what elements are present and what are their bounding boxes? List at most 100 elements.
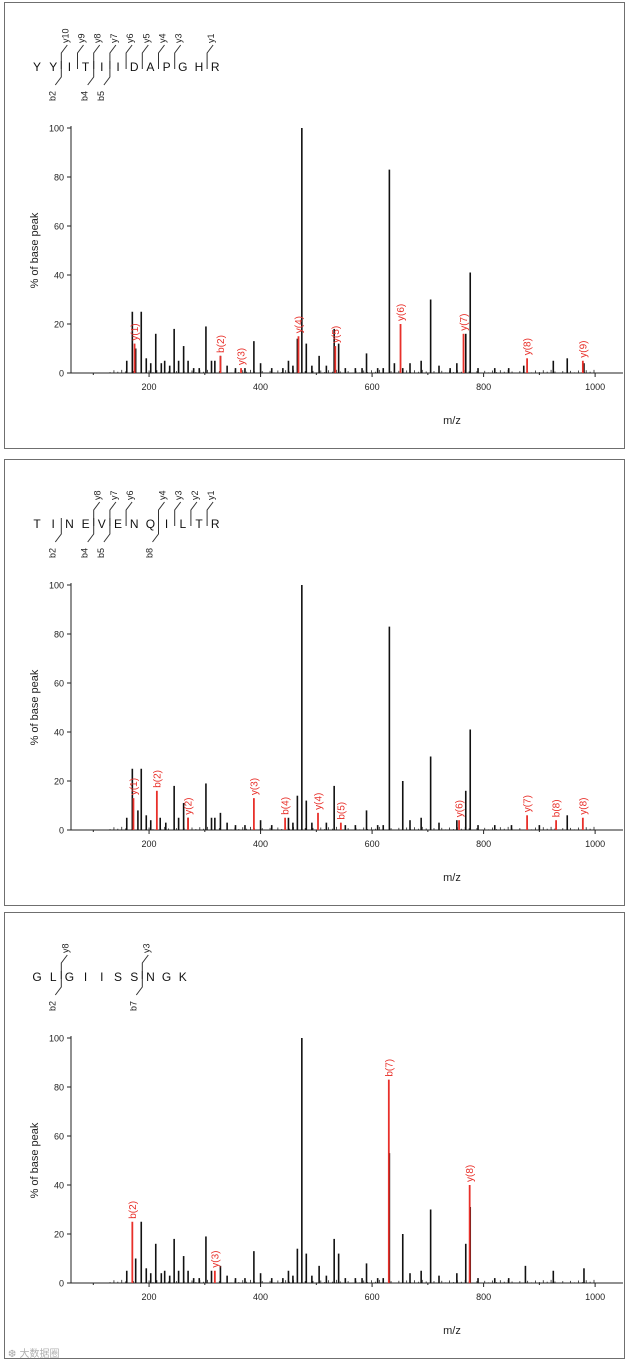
peak-label: y(1): [130, 323, 141, 340]
peak-label: b(8): [552, 799, 563, 817]
x-tick-label: 400: [253, 382, 268, 392]
peak-label: y(7): [523, 795, 534, 812]
sequence-residue: N: [130, 517, 139, 531]
sequence-residue: E: [82, 517, 90, 531]
annotated-peaks: y(1) b(2) y(3) y(4) y(5) y(6) y(7) y(8) y(9): [130, 304, 589, 373]
y-tick-label: 20: [54, 1230, 64, 1240]
y-axis-label: % of base peak: [29, 212, 41, 288]
peak-label: y(3): [249, 778, 260, 795]
sequence-residue: A: [146, 60, 154, 74]
y-tick-label: 20: [54, 777, 64, 787]
sequence-residue: R: [211, 517, 220, 531]
y-tick-label: 40: [54, 271, 64, 281]
y-ion-label: y8: [60, 943, 70, 953]
sequence-residue: S: [130, 970, 138, 984]
peak-label: y(6): [455, 800, 466, 817]
sequence-residue: Y: [33, 60, 41, 74]
x-tick-label: 600: [365, 382, 380, 392]
b-ion-tick: [54, 518, 62, 543]
y-axis-label: % of base peak: [29, 1122, 41, 1198]
y-ion-tick: [158, 44, 165, 69]
y-axis-label: % of base peak: [29, 669, 41, 745]
y-ion-tick: [190, 501, 198, 526]
black-peaks: [109, 1038, 595, 1283]
annotated-peaks: y(1) b(2) y(2) y(3) b(4) y(4) b(5) y(6) y(7) b(8)…: [129, 770, 589, 830]
b-ion-label: b2: [47, 1001, 57, 1011]
peak-label: y(3): [237, 348, 248, 365]
peak-label: y(3): [210, 1251, 221, 1268]
y-ion-label: y1: [206, 490, 216, 500]
b-ion-label: b5: [96, 548, 106, 558]
x-tick-label: 1000: [585, 1292, 605, 1302]
x-tick-label: 200: [142, 382, 157, 392]
peak-label: b(2): [128, 1201, 139, 1219]
y-ion-label: y4: [158, 490, 168, 500]
b-ion-tick: [103, 61, 111, 86]
y-tick-label: 60: [54, 679, 64, 689]
peak-label: y(7): [459, 314, 470, 331]
x-tick-label: 400: [253, 1292, 268, 1302]
sequence-residue: N: [65, 517, 74, 531]
peak-label: y(2): [184, 798, 195, 815]
sequence-residue: Y: [49, 60, 57, 74]
x-axis-label: m/z: [443, 415, 461, 427]
x-axis-label: m/z: [443, 872, 461, 884]
y-ion-label: y5: [141, 33, 151, 43]
y-tick-label: 60: [54, 1132, 64, 1142]
sequence-residue: G: [178, 60, 187, 74]
y-ion-label: y3: [174, 490, 184, 500]
y-ion-label: y8: [93, 33, 103, 43]
y-ion-tick: [158, 501, 165, 526]
x-tick-label: 1000: [585, 382, 605, 392]
sequence-residue: I: [100, 970, 103, 984]
y-ion-label: y7: [109, 490, 119, 500]
peak-label: y(4): [294, 316, 305, 333]
x-tick-label: 800: [476, 382, 491, 392]
peak-label: y(6): [396, 304, 407, 321]
fragment-ladder: y8 y3 b2 b7: [47, 943, 151, 1011]
sequence-residue: I: [116, 60, 119, 74]
sequence-residue: K: [179, 970, 187, 984]
peak-label: y(9): [578, 341, 589, 358]
y-tick-label: 100: [49, 1034, 64, 1044]
y-ion-label: y7: [109, 33, 119, 43]
b-ion-label: b2: [47, 548, 57, 558]
sequence-residue: P: [163, 60, 171, 74]
fragment-ladder: y10 y9 y8 y7 y6 y5 y4 y3 y1 b2 b4 b5: [47, 28, 216, 101]
peak-label: b(7): [384, 1059, 395, 1077]
y-ion-label: y8: [93, 490, 103, 500]
y-ion-tick: [174, 44, 182, 69]
y-ion-tick: [77, 44, 84, 69]
y-ion-label: y4: [158, 33, 168, 43]
y-tick-label: 80: [54, 1083, 64, 1093]
x-tick-label: 800: [476, 839, 491, 849]
peak-label: b(2): [216, 335, 227, 353]
y-ion-label: y1: [206, 33, 216, 43]
y-tick-label: 0: [59, 1279, 64, 1289]
sequence-residue: N: [146, 970, 155, 984]
sequence-residue: E: [114, 517, 122, 531]
sequence-residue: Q: [146, 517, 155, 531]
y-ion-tick: [141, 44, 149, 69]
y-tick-label: 100: [49, 124, 64, 134]
y-tick-label: 0: [59, 369, 64, 379]
b-ion-tick: [87, 61, 95, 86]
b-ion-label: b4: [80, 548, 90, 558]
sequence-residue: T: [195, 517, 203, 531]
watermark-text: ❆ 大数据圈: [8, 1349, 60, 1360]
y-ion-tick: [60, 44, 68, 69]
y-ion-tick: [206, 501, 214, 526]
peak-label: b(4): [281, 797, 292, 815]
sequence-residue: G: [32, 970, 41, 984]
peak-label: b(2): [152, 770, 163, 788]
b-ion-label: b8: [145, 548, 155, 558]
sequence-residue: H: [195, 60, 204, 74]
b-ion-label: b5: [96, 91, 106, 101]
y-tick-label: 40: [54, 1181, 64, 1191]
b-ion-label: b2: [47, 91, 57, 101]
